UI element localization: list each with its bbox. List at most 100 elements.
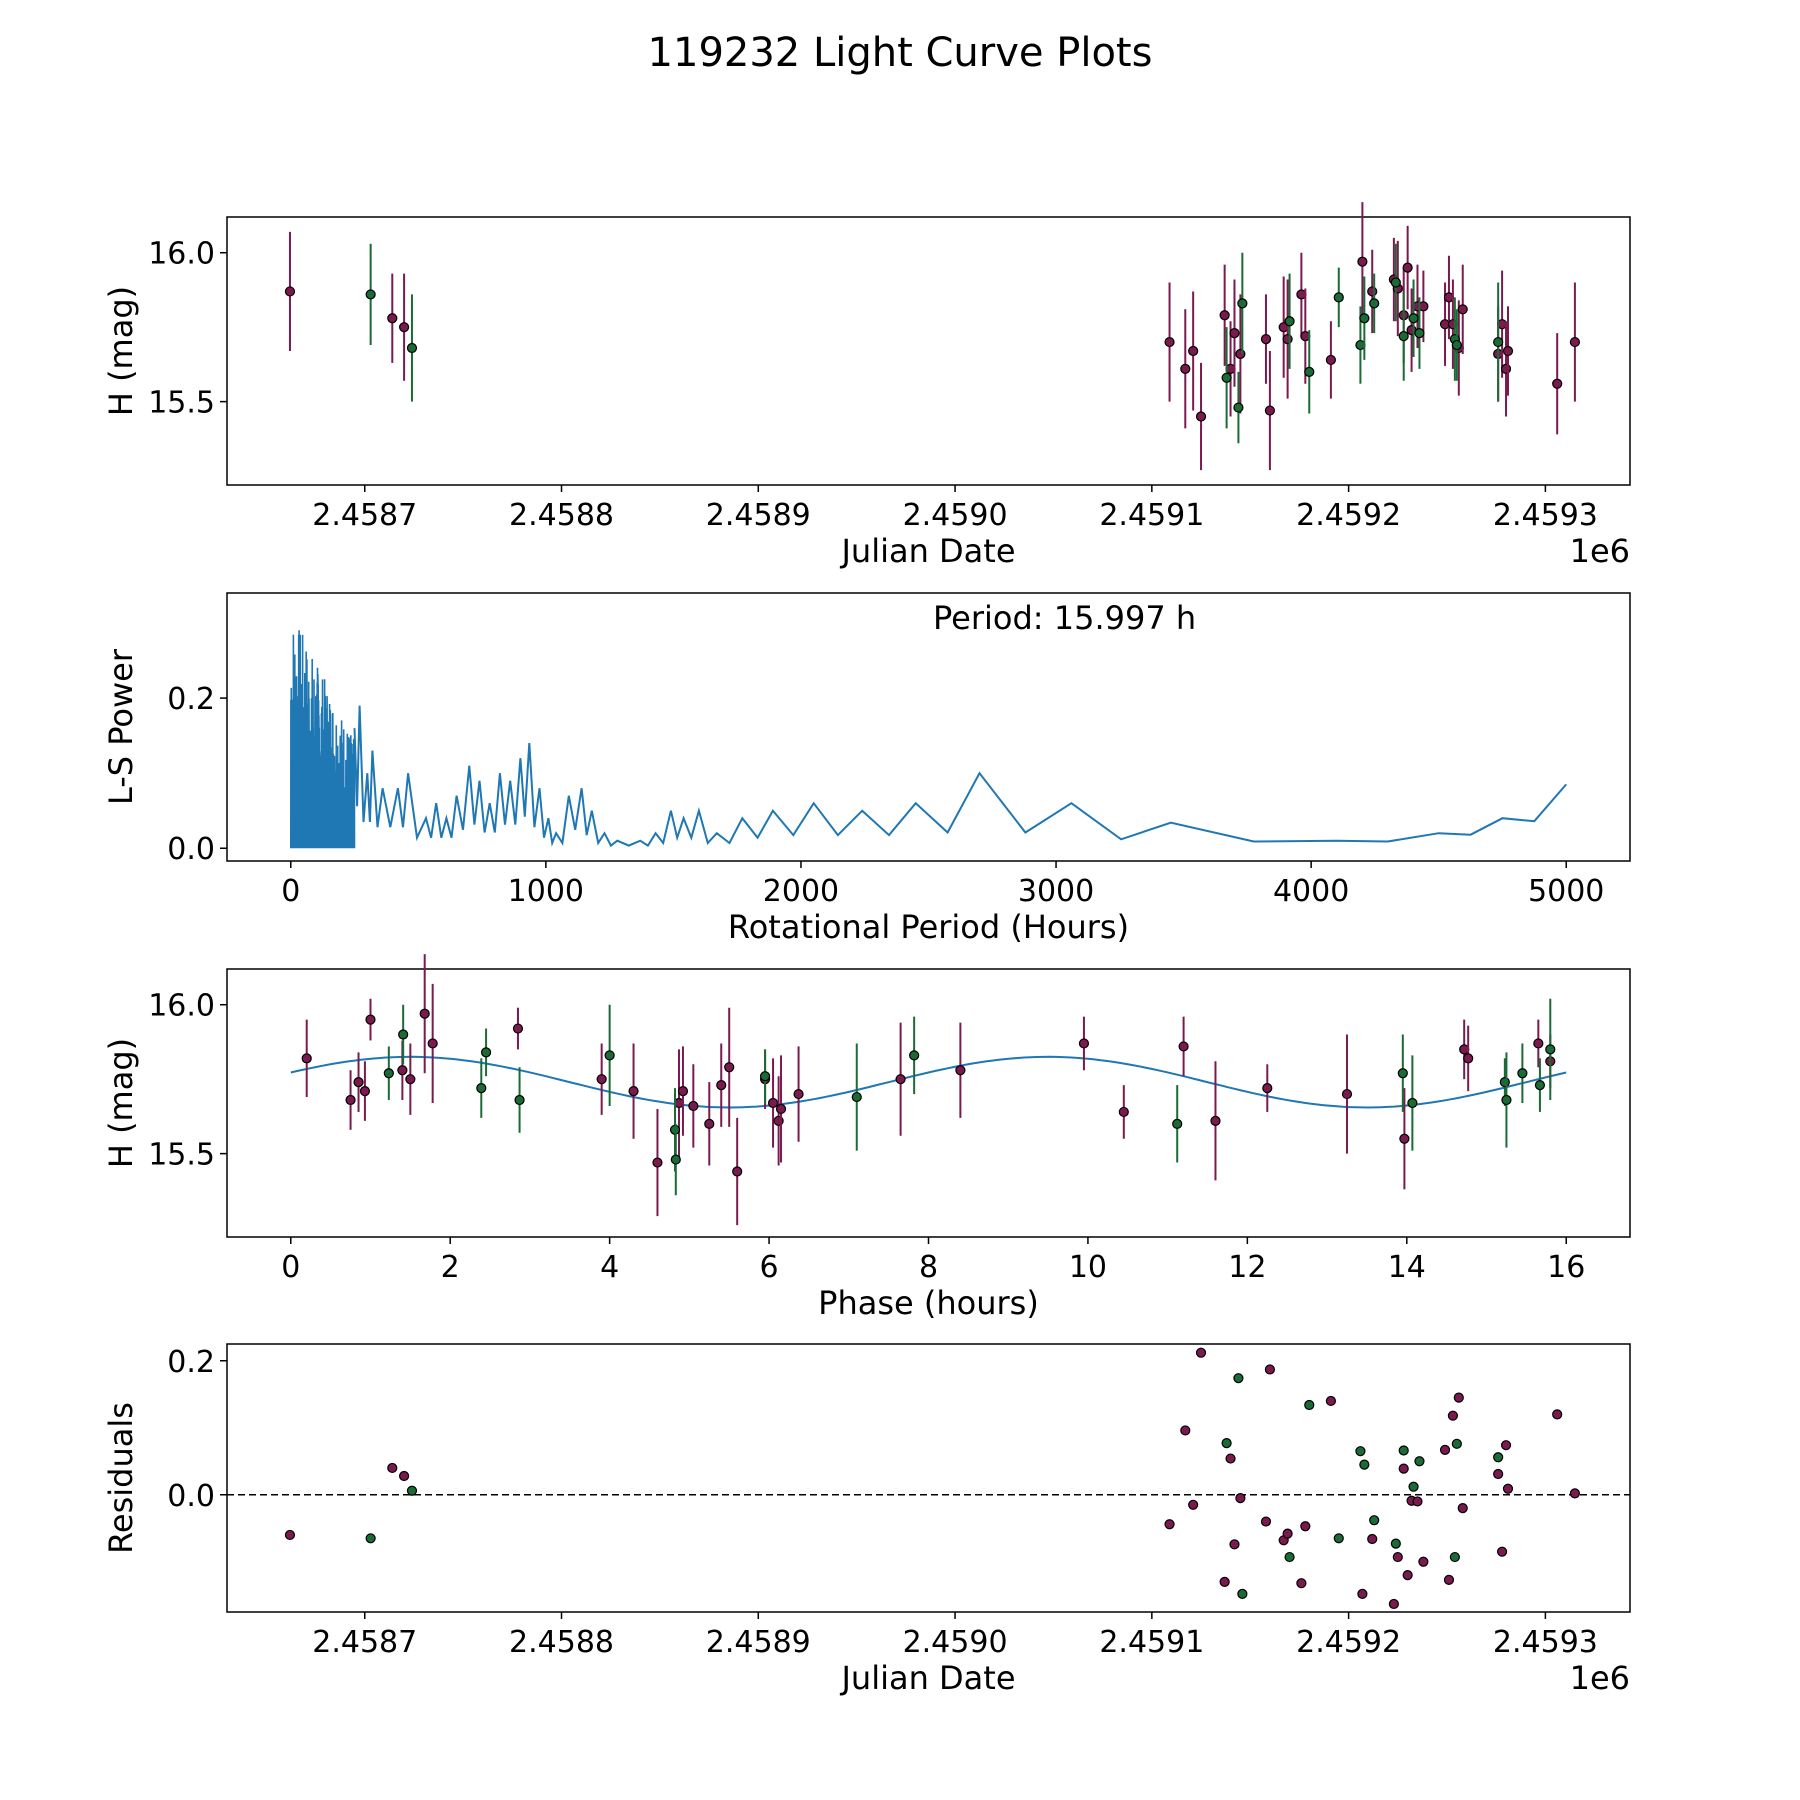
data-point xyxy=(955,1065,966,1076)
data-point xyxy=(1262,1083,1273,1094)
data-point xyxy=(1078,1038,1090,1049)
data-point xyxy=(480,1047,492,1058)
data-point xyxy=(1188,345,1199,357)
data-point xyxy=(1451,339,1462,351)
data-point xyxy=(732,1166,743,1177)
x-tick-label: 14 xyxy=(1388,1250,1426,1285)
data-point xyxy=(1188,1499,1199,1510)
x-tick-label: 2000 xyxy=(763,874,839,909)
data-point xyxy=(1300,1521,1311,1532)
data-point xyxy=(1359,1459,1370,1470)
data-point xyxy=(1333,1533,1344,1544)
data-point xyxy=(604,1050,615,1061)
lightcurve-panel: 2.4587 2.4588 2.4589 2.4590 2.4591 2.4592 2.45… xyxy=(102,202,1631,570)
data-point xyxy=(284,286,296,297)
x-axis-label: Julian Date xyxy=(839,532,1015,570)
data-point xyxy=(1569,1488,1581,1499)
data-point xyxy=(1164,1519,1175,1530)
x-tick-label: 12 xyxy=(1228,1250,1266,1285)
model-curve xyxy=(290,1055,1567,1109)
data-point xyxy=(1195,1347,1207,1358)
data-point xyxy=(688,1100,699,1112)
data-point xyxy=(405,1074,416,1085)
plot-frame xyxy=(226,968,1631,1238)
x-tick-label: 1000 xyxy=(508,874,584,909)
data-point xyxy=(1118,1106,1129,1118)
data-point xyxy=(1333,292,1344,303)
data-point xyxy=(398,1470,410,1482)
x-tick-label: 2.4587 xyxy=(312,1625,417,1660)
data-point xyxy=(1388,1598,1399,1610)
periodogram-dense-line xyxy=(289,630,356,849)
data-point xyxy=(406,1485,418,1496)
data-point xyxy=(1233,1373,1244,1384)
x-tick-label: 2.4592 xyxy=(1296,498,1401,533)
data-point xyxy=(1398,1445,1409,1456)
data-point xyxy=(851,1091,862,1103)
x-axis-label: Phase (hours) xyxy=(818,1284,1039,1322)
data-point xyxy=(895,1074,906,1085)
data-point xyxy=(1398,1463,1409,1474)
x-axis-label: Julian Date xyxy=(839,1659,1015,1697)
data-point xyxy=(1359,313,1370,324)
x-tick-label: 4000 xyxy=(1273,874,1349,909)
data-point xyxy=(1408,1481,1419,1492)
data-point xyxy=(1229,1539,1240,1550)
data-point xyxy=(1282,1528,1293,1539)
data-point xyxy=(1357,1588,1368,1600)
data-point xyxy=(1402,1570,1413,1581)
data-point xyxy=(1398,331,1409,342)
y-tick-label: 0.0 xyxy=(167,1479,215,1514)
data-point xyxy=(1414,328,1425,339)
data-point xyxy=(1180,363,1191,374)
data-point xyxy=(1221,372,1232,383)
data-point xyxy=(1341,1088,1353,1100)
data-point xyxy=(1418,1556,1429,1567)
data-point xyxy=(1219,1576,1230,1587)
y-tick-label: 0.2 xyxy=(167,682,215,717)
data-point xyxy=(365,289,376,300)
data-point xyxy=(1221,1438,1232,1449)
plot-frame xyxy=(226,1343,1631,1613)
x-tick-label: 8 xyxy=(919,1250,938,1285)
data-point xyxy=(1233,402,1244,413)
data-point xyxy=(1304,1399,1315,1411)
data-point xyxy=(476,1083,487,1094)
x-tick-label: 2 xyxy=(441,1250,460,1285)
data-point xyxy=(759,1071,771,1082)
data-point xyxy=(724,1062,735,1073)
data-point xyxy=(387,313,398,324)
y-tick-label: 0.2 xyxy=(167,1345,215,1380)
data-point xyxy=(1552,378,1563,389)
x-tick-label: 2.4591 xyxy=(1099,1625,1204,1660)
data-point xyxy=(1402,262,1413,273)
y-axis-label: L-S Power xyxy=(102,648,140,805)
data-point xyxy=(775,1103,787,1115)
data-point xyxy=(301,1053,312,1064)
data-point xyxy=(1260,1516,1272,1527)
data-point xyxy=(1264,405,1276,416)
data-point xyxy=(1304,366,1315,377)
data-point xyxy=(1235,1492,1246,1504)
x-tick-label: 2.4591 xyxy=(1099,498,1204,533)
data-point xyxy=(1195,411,1207,422)
residuals-panel: 2.4587 2.4588 2.4589 2.4590 2.4591 2.4592 2.45… xyxy=(102,1343,1631,1697)
plot-frame xyxy=(226,216,1631,486)
data-point xyxy=(1496,1546,1508,1557)
data-point xyxy=(1493,1468,1504,1480)
data-point xyxy=(387,1462,398,1474)
data-point xyxy=(793,1088,804,1100)
data-point xyxy=(397,1065,408,1076)
data-point xyxy=(1397,1068,1408,1079)
periodogram-line xyxy=(353,705,1567,848)
data-point xyxy=(514,1094,525,1106)
data-point xyxy=(1210,1115,1221,1126)
data-point xyxy=(1178,1041,1189,1052)
data-point xyxy=(1501,1094,1512,1106)
data-point xyxy=(1282,333,1293,345)
data-point xyxy=(1449,1551,1460,1563)
data-point xyxy=(512,1023,524,1034)
y-tick-label: 16.0 xyxy=(148,237,215,272)
x-tick-label: 5000 xyxy=(1528,874,1604,909)
x-tick-label: 6 xyxy=(760,1250,779,1285)
